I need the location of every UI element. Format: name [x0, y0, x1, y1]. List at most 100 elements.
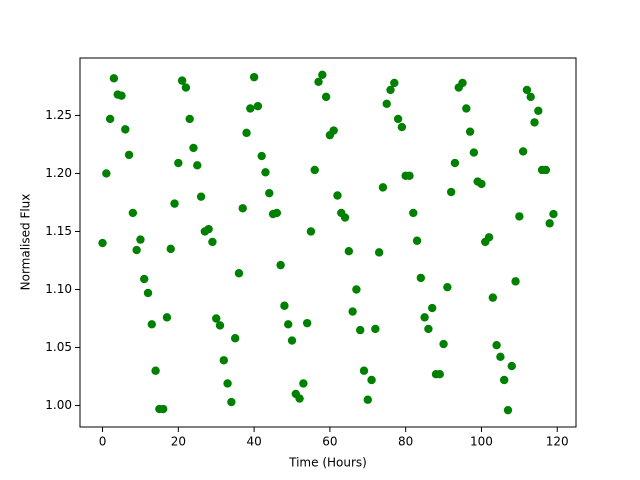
point — [143, 288, 153, 298]
point — [132, 245, 141, 255]
point — [151, 366, 160, 375]
point — [234, 269, 244, 278]
point — [462, 104, 471, 113]
point — [299, 379, 308, 388]
point — [105, 114, 115, 124]
point — [378, 183, 388, 192]
point — [348, 307, 357, 316]
point — [170, 199, 179, 208]
point — [484, 233, 494, 242]
point — [477, 179, 486, 189]
point — [295, 394, 304, 403]
point — [242, 128, 251, 138]
point — [435, 370, 444, 379]
point — [420, 313, 429, 322]
point — [507, 361, 516, 371]
point — [443, 282, 452, 292]
y-axis-label: Normalised Flux — [19, 194, 33, 291]
point — [246, 104, 255, 113]
point — [496, 352, 505, 361]
point — [409, 208, 418, 218]
point — [147, 320, 157, 329]
point — [158, 404, 168, 414]
point — [450, 158, 460, 168]
point — [177, 76, 187, 85]
point — [416, 273, 426, 283]
point — [117, 91, 126, 100]
y-tick-label: 1.20 — [45, 166, 72, 180]
point — [405, 171, 414, 180]
point — [212, 314, 221, 323]
x-tick-label: 100 — [470, 435, 493, 449]
point — [166, 244, 175, 254]
point — [530, 118, 539, 127]
point — [109, 74, 119, 83]
point — [223, 379, 232, 388]
point — [302, 318, 312, 328]
point — [397, 122, 407, 132]
y-tick-label: 1.25 — [45, 108, 72, 122]
point — [227, 397, 236, 407]
point — [310, 165, 319, 175]
point — [492, 340, 501, 350]
point — [374, 248, 384, 257]
point — [458, 78, 467, 88]
point — [393, 114, 403, 124]
point — [196, 192, 206, 201]
point — [511, 277, 520, 286]
point — [503, 405, 513, 415]
point — [185, 114, 194, 124]
point — [424, 324, 433, 334]
point — [363, 395, 372, 404]
point — [98, 238, 107, 248]
point — [261, 168, 270, 177]
point — [208, 237, 217, 247]
point — [367, 375, 376, 385]
point — [390, 78, 399, 88]
x-tick-label: 80 — [398, 435, 413, 449]
point — [181, 83, 191, 92]
point — [329, 126, 338, 135]
point — [321, 92, 331, 102]
point — [257, 151, 266, 161]
point — [534, 106, 543, 115]
x-tick-label: 60 — [322, 435, 337, 449]
point — [522, 85, 532, 95]
point — [518, 147, 528, 156]
point — [356, 325, 365, 335]
point — [287, 336, 297, 345]
x-axis-label: Time (Hours) — [288, 456, 367, 470]
point — [272, 208, 282, 218]
y-tick-label: 1.00 — [45, 398, 72, 412]
point — [439, 339, 448, 349]
point — [306, 227, 316, 236]
point — [128, 208, 138, 218]
point — [215, 321, 225, 330]
point — [541, 165, 551, 175]
point — [284, 320, 293, 329]
point — [526, 92, 535, 102]
point — [136, 235, 145, 244]
point — [515, 212, 524, 221]
point — [318, 70, 327, 80]
point — [276, 260, 285, 270]
point — [382, 99, 391, 109]
point — [446, 187, 456, 197]
point — [280, 301, 289, 310]
y-tick-label: 1.05 — [45, 340, 72, 354]
point — [174, 158, 183, 168]
point — [253, 101, 263, 111]
point — [162, 313, 172, 322]
point — [204, 224, 213, 234]
x-tick-label: 20 — [171, 435, 186, 449]
point — [469, 148, 479, 157]
point — [314, 77, 323, 86]
point — [344, 247, 354, 256]
point — [359, 366, 369, 375]
point — [230, 334, 240, 343]
point — [549, 209, 558, 219]
x-tick-label: 0 — [99, 435, 107, 449]
point — [189, 143, 198, 153]
